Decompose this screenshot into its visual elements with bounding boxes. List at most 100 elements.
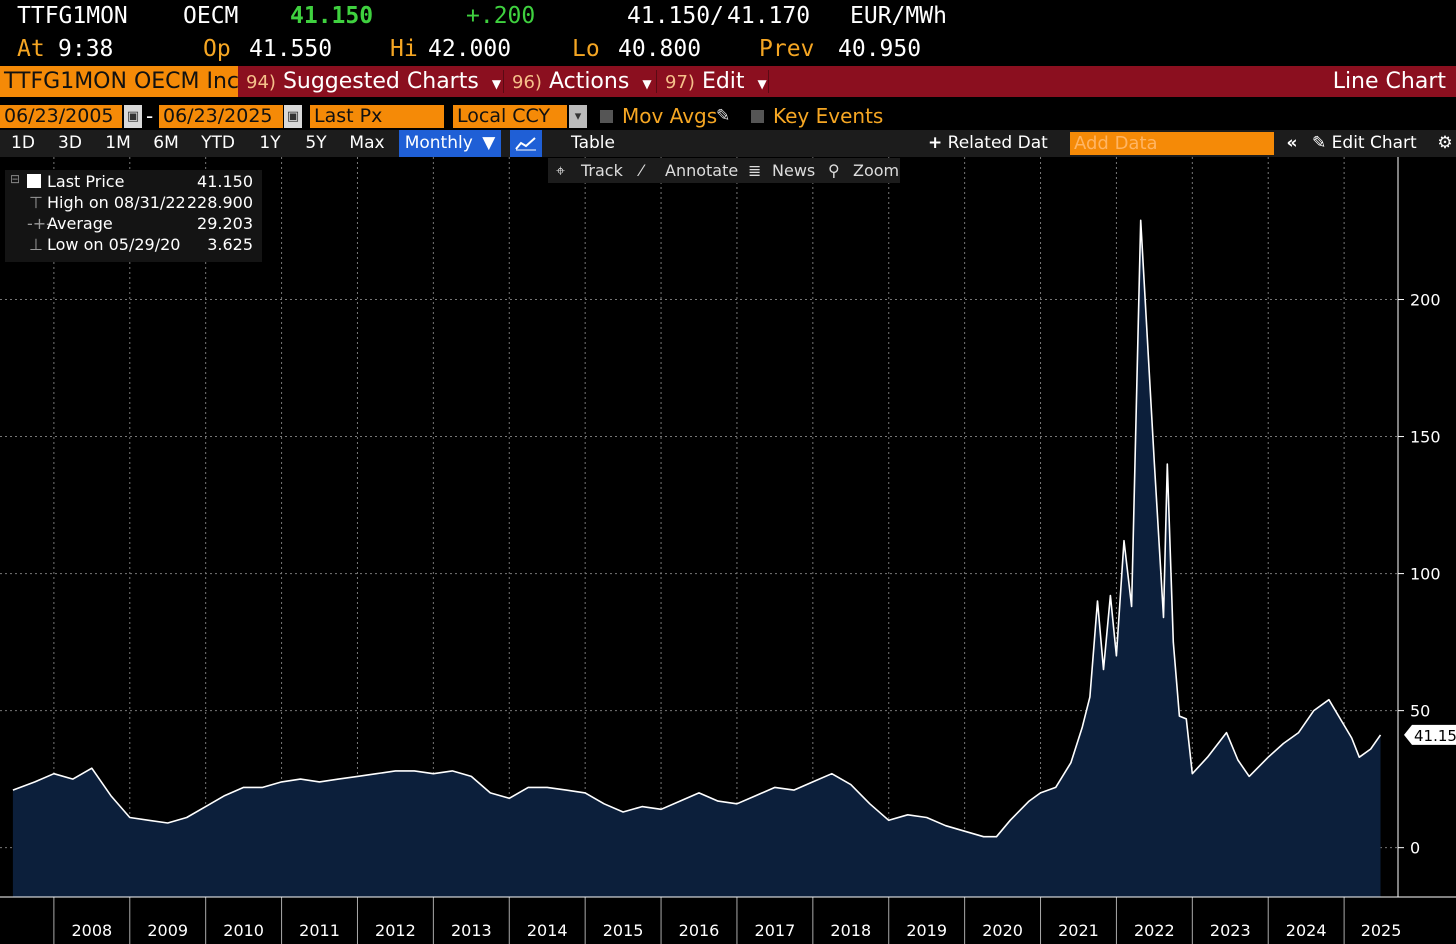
ohlc-row: At 9:38 Op 41.550 Hi 42.000 Lo 40.800 Pr… bbox=[0, 33, 1456, 67]
currency-selector[interactable]: Local CCY bbox=[453, 105, 567, 128]
chevron-down-icon[interactable]: ▾ bbox=[569, 105, 587, 128]
prev-value: 40.950 bbox=[838, 36, 922, 62]
security-field[interactable]: TTFG1MON OECM Inc bbox=[0, 66, 238, 97]
news-icon[interactable]: ≣ bbox=[748, 161, 762, 180]
collapse-icon[interactable]: « bbox=[1286, 133, 1298, 153]
x-tick-label: 2012 bbox=[375, 921, 416, 940]
chevron-down-icon: ▼ bbox=[491, 77, 502, 91]
legend-low-value: 3.625 bbox=[207, 235, 253, 254]
mov-avgs-label: Mov Avgs bbox=[622, 104, 718, 128]
chart-axes: 0 50 100 150 200 2008 2009 2010 2011 2012 2013 2014… bbox=[0, 157, 1456, 944]
period-max[interactable]: Max bbox=[349, 133, 385, 153]
news-button[interactable]: News bbox=[772, 161, 816, 180]
key-events-checkbox[interactable] bbox=[751, 110, 764, 123]
legend-high-label: High on 08/31/22 bbox=[47, 193, 186, 212]
annotate-button[interactable]: Annotate bbox=[665, 161, 739, 180]
x-tick-label: 2025 bbox=[1361, 921, 1402, 940]
x-tick-label: 2017 bbox=[755, 921, 796, 940]
periodicity-dropdown[interactable]: Monthly ▼ bbox=[399, 130, 501, 157]
legend-collapse-icon[interactable]: ⊟ bbox=[10, 172, 21, 186]
bid: 41.150 bbox=[627, 3, 711, 29]
chart-tools: ⌖ Track ⁄ Annotate ≣ News ⚲ Zoom bbox=[548, 158, 900, 183]
y-tick-label: 0 bbox=[1410, 839, 1420, 858]
edit-chart-button[interactable]: ✎ Edit Chart bbox=[1312, 130, 1428, 157]
add-data-input[interactable]: Add Data bbox=[1070, 132, 1274, 155]
x-tick-label: 2018 bbox=[830, 921, 871, 940]
edit-label: Edit bbox=[701, 69, 745, 94]
x-tick-label: 2023 bbox=[1210, 921, 1251, 940]
key-events-label: Key Events bbox=[773, 104, 884, 128]
source: OECM bbox=[183, 3, 239, 29]
chart-type-label: Line Chart bbox=[1332, 69, 1446, 94]
chevron-down-icon: ▼ bbox=[757, 77, 767, 91]
table-button[interactable]: Table bbox=[571, 133, 615, 153]
period-6m[interactable]: 6M bbox=[153, 133, 179, 153]
plus-icon: + bbox=[928, 133, 943, 153]
pencil-icon[interactable]: ✎ bbox=[716, 106, 731, 126]
y-tick-label: 200 bbox=[1410, 291, 1441, 310]
low-marker-icon: ⊥ bbox=[29, 235, 43, 254]
related-data-button[interactable]: + Related Dat bbox=[928, 130, 1058, 157]
crosshair-icon[interactable]: ⌖ bbox=[556, 161, 566, 180]
mov-avgs-checkbox[interactable] bbox=[600, 110, 613, 123]
periodicity-label: Monthly bbox=[404, 133, 473, 153]
period-3d[interactable]: 3D bbox=[58, 133, 82, 153]
legend-low-label: Low on 05/29/20 bbox=[47, 235, 181, 254]
x-tick-label: 2010 bbox=[223, 921, 264, 940]
menu-bar: TTFG1MON OECM Inc 94) Suggested Charts ▼… bbox=[0, 66, 1456, 97]
suggested-charts-menu[interactable]: 94) Suggested Charts ▼ bbox=[246, 66, 501, 97]
edit-menu[interactable]: 97) Edit ▼ bbox=[665, 66, 767, 97]
field-selector[interactable]: Last Px bbox=[310, 105, 444, 128]
low-label: Lo bbox=[572, 36, 600, 62]
open-value: 41.550 bbox=[249, 36, 333, 62]
high-label: Hi bbox=[390, 36, 418, 62]
legend-high-value: 228.900 bbox=[186, 193, 253, 212]
menu-divider bbox=[656, 70, 657, 93]
high-marker-icon: ⊤ bbox=[29, 193, 43, 212]
period-1y[interactable]: 1Y bbox=[259, 133, 281, 153]
gear-icon[interactable]: ⚙ bbox=[1437, 133, 1453, 153]
x-tick-label: 2022 bbox=[1134, 921, 1175, 940]
annotate-icon[interactable]: ⁄ bbox=[640, 161, 643, 180]
quote-header: TTFG1MON OECM 41.150 +.200 41.150 / 41.1… bbox=[0, 0, 1456, 34]
unit: EUR/MWh bbox=[850, 3, 947, 29]
menu-divider bbox=[768, 70, 769, 93]
track-button[interactable]: Track bbox=[581, 161, 623, 180]
legend-average-label: Average bbox=[47, 214, 113, 233]
x-tick-label: 2016 bbox=[679, 921, 720, 940]
legend-average-value: 29.203 bbox=[197, 214, 253, 233]
y-tick-label: 150 bbox=[1410, 428, 1441, 447]
period-1d[interactable]: 1D bbox=[11, 133, 35, 153]
start-date-field[interactable]: 06/23/2005 bbox=[0, 105, 122, 128]
net-change: +.200 bbox=[466, 3, 536, 29]
y-tick-label: 100 bbox=[1410, 565, 1441, 584]
period-ytd[interactable]: YTD bbox=[201, 133, 235, 153]
average-marker-icon: -+- bbox=[27, 214, 52, 233]
zoom-button[interactable]: Zoom bbox=[853, 161, 900, 180]
x-tick-label: 2020 bbox=[982, 921, 1023, 940]
calendar-icon[interactable]: ▣ bbox=[124, 105, 142, 128]
line-chart-icon[interactable] bbox=[510, 130, 542, 157]
chevron-down-icon: ▼ bbox=[482, 133, 496, 153]
pencil-icon: ✎ bbox=[1312, 133, 1327, 153]
x-tick-label: 2015 bbox=[603, 921, 644, 940]
x-tick-label: 2008 bbox=[71, 921, 112, 940]
last-value-tag-text: 41.150 bbox=[1414, 727, 1456, 745]
magnifier-icon[interactable]: ⚲ bbox=[828, 161, 840, 180]
period-1m[interactable]: 1M bbox=[105, 133, 131, 153]
chart-controls: 06/23/2005 ▣ - 06/23/2025 ▣ Last Px Loca… bbox=[0, 103, 1456, 130]
x-tick-label: 2021 bbox=[1058, 921, 1099, 940]
legend-last-value: 41.150 bbox=[197, 172, 253, 191]
price-area-fill bbox=[12, 220, 1381, 898]
ask: 41.170 bbox=[727, 3, 811, 29]
actions-menu[interactable]: 96) Actions ▼ bbox=[512, 66, 652, 97]
period-5y[interactable]: 5Y bbox=[305, 133, 327, 153]
actions-label: Actions bbox=[548, 69, 630, 94]
calendar-icon[interactable]: ▣ bbox=[284, 105, 302, 128]
end-date-field[interactable]: 06/23/2025 bbox=[159, 105, 283, 128]
x-tick-label: 2013 bbox=[451, 921, 492, 940]
x-tick-label: 2019 bbox=[906, 921, 947, 940]
bid-ask-separator: / bbox=[710, 3, 724, 29]
suggested-charts-number: 94) bbox=[246, 72, 276, 93]
